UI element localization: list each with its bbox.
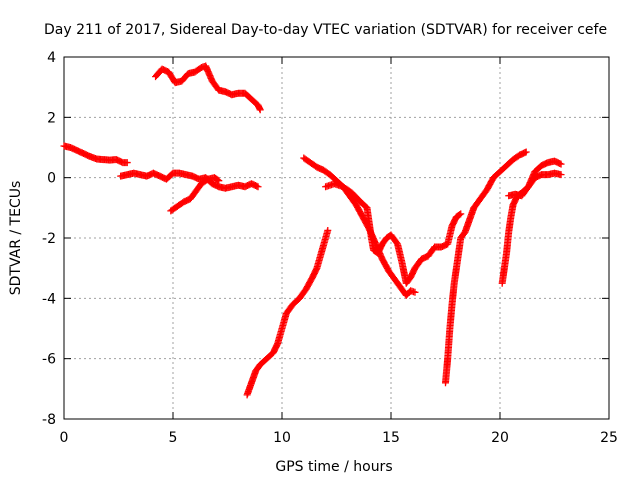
x-tick-label: 5	[169, 430, 178, 446]
data-point	[324, 226, 332, 234]
y-tick-label: 4	[47, 50, 56, 66]
grid-lines	[64, 57, 609, 419]
y-axis-label: SDTVAR / TECUs	[8, 181, 24, 296]
data-point	[557, 160, 565, 168]
data-point	[522, 148, 530, 156]
x-tick-label: 25	[600, 430, 618, 446]
x-axis-label: GPS time / hours	[275, 459, 392, 475]
y-tick-label: -4	[42, 291, 56, 307]
plot-frame	[63, 56, 610, 420]
x-tick-label: 20	[491, 430, 509, 446]
data-point	[557, 171, 565, 179]
y-tick-label: -8	[42, 412, 56, 428]
data-point	[254, 183, 262, 191]
data-markers	[60, 62, 565, 399]
data-point	[456, 211, 464, 219]
data-point	[457, 210, 465, 218]
data-point	[256, 106, 264, 114]
y-tick-label: 2	[47, 110, 56, 126]
x-tick-label: 10	[273, 430, 291, 446]
data-point	[411, 288, 419, 296]
y-tick-label: -2	[42, 231, 56, 247]
axes	[63, 56, 610, 420]
y-tick-label: 0	[47, 171, 56, 187]
y-tick-label: -6	[42, 352, 56, 368]
y-tick-labels: -8 -6 -4 -2 0 2 4	[42, 50, 56, 428]
data-point	[215, 177, 223, 185]
data-point	[123, 159, 131, 167]
chart-title: Day 211 of 2017, Sidereal Day-to-day VTE…	[44, 22, 607, 38]
data-point	[214, 176, 222, 184]
x-tick-labels: 0 5 10 15 20 25	[60, 430, 618, 446]
x-tick-label: 15	[382, 430, 400, 446]
x-tick-label: 0	[60, 430, 69, 446]
